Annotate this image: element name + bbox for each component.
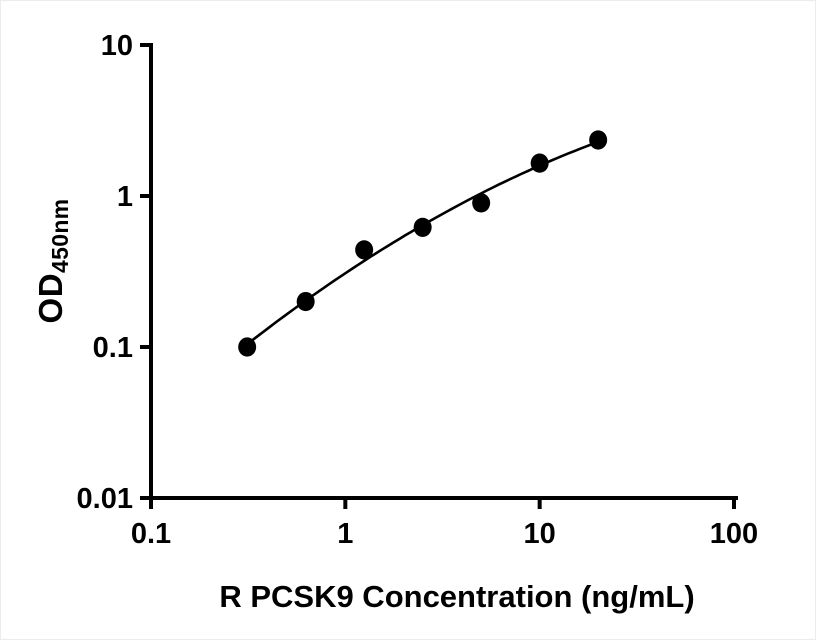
fit-curve [245, 140, 600, 346]
data-points [238, 130, 608, 357]
data-point [355, 240, 374, 260]
data-point [413, 217, 432, 237]
y-tick-label: 10 [101, 30, 133, 62]
axes [149, 43, 738, 500]
x-tick-label: 100 [710, 518, 758, 550]
data-point [238, 337, 257, 357]
y-axis-title-subscript: 450nm [47, 198, 73, 273]
y-tick-label: 0.1 [93, 332, 133, 364]
x-tick-label: 1 [337, 518, 353, 550]
y-tick-label: 1 [117, 181, 133, 213]
data-point [589, 130, 608, 150]
fit-curve-path [245, 140, 600, 346]
data-point [296, 291, 315, 312]
y-tick-label: 0.01 [77, 483, 133, 515]
data-point [530, 153, 549, 173]
x-tick-label: 10 [524, 518, 556, 550]
tick-marks [140, 43, 736, 509]
x-axis-title: R PCSK9 Concentration (ng/mL) [219, 579, 695, 614]
y-axis-title-main: OD [32, 272, 69, 324]
data-point [472, 193, 491, 213]
x-tick-label: 0.1 [131, 518, 171, 550]
y-axis-title: OD450nm [32, 199, 74, 324]
